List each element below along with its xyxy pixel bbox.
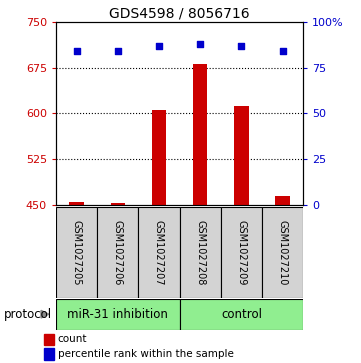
Text: GSM1027205: GSM1027205 xyxy=(71,220,82,285)
Text: GSM1027206: GSM1027206 xyxy=(113,220,123,285)
Bar xyxy=(69,202,84,205)
Bar xyxy=(152,110,166,205)
Bar xyxy=(275,196,290,205)
Point xyxy=(74,48,79,54)
Bar xyxy=(180,299,303,330)
Point xyxy=(280,48,286,54)
Point xyxy=(197,41,203,47)
Text: GSM1027207: GSM1027207 xyxy=(154,220,164,285)
Text: GSM1027209: GSM1027209 xyxy=(236,220,247,285)
Bar xyxy=(234,106,249,205)
Text: GSM1027210: GSM1027210 xyxy=(278,220,288,285)
Text: count: count xyxy=(58,334,87,344)
Bar xyxy=(56,207,97,298)
Text: percentile rank within the sample: percentile rank within the sample xyxy=(58,349,234,359)
Bar xyxy=(262,207,303,298)
Text: GSM1027208: GSM1027208 xyxy=(195,220,205,285)
Point xyxy=(239,43,244,49)
Bar xyxy=(221,207,262,298)
Bar xyxy=(110,203,125,205)
Point xyxy=(156,43,162,49)
Bar xyxy=(56,299,180,330)
Title: GDS4598 / 8056716: GDS4598 / 8056716 xyxy=(109,7,250,21)
Text: control: control xyxy=(221,308,262,321)
Point xyxy=(115,48,121,54)
Bar xyxy=(138,207,180,298)
Text: protocol: protocol xyxy=(4,308,52,321)
Bar xyxy=(193,64,208,205)
Bar xyxy=(97,207,138,298)
Bar xyxy=(44,348,54,360)
Bar xyxy=(180,207,221,298)
Text: miR-31 inhibition: miR-31 inhibition xyxy=(68,308,168,321)
Bar xyxy=(44,334,54,345)
